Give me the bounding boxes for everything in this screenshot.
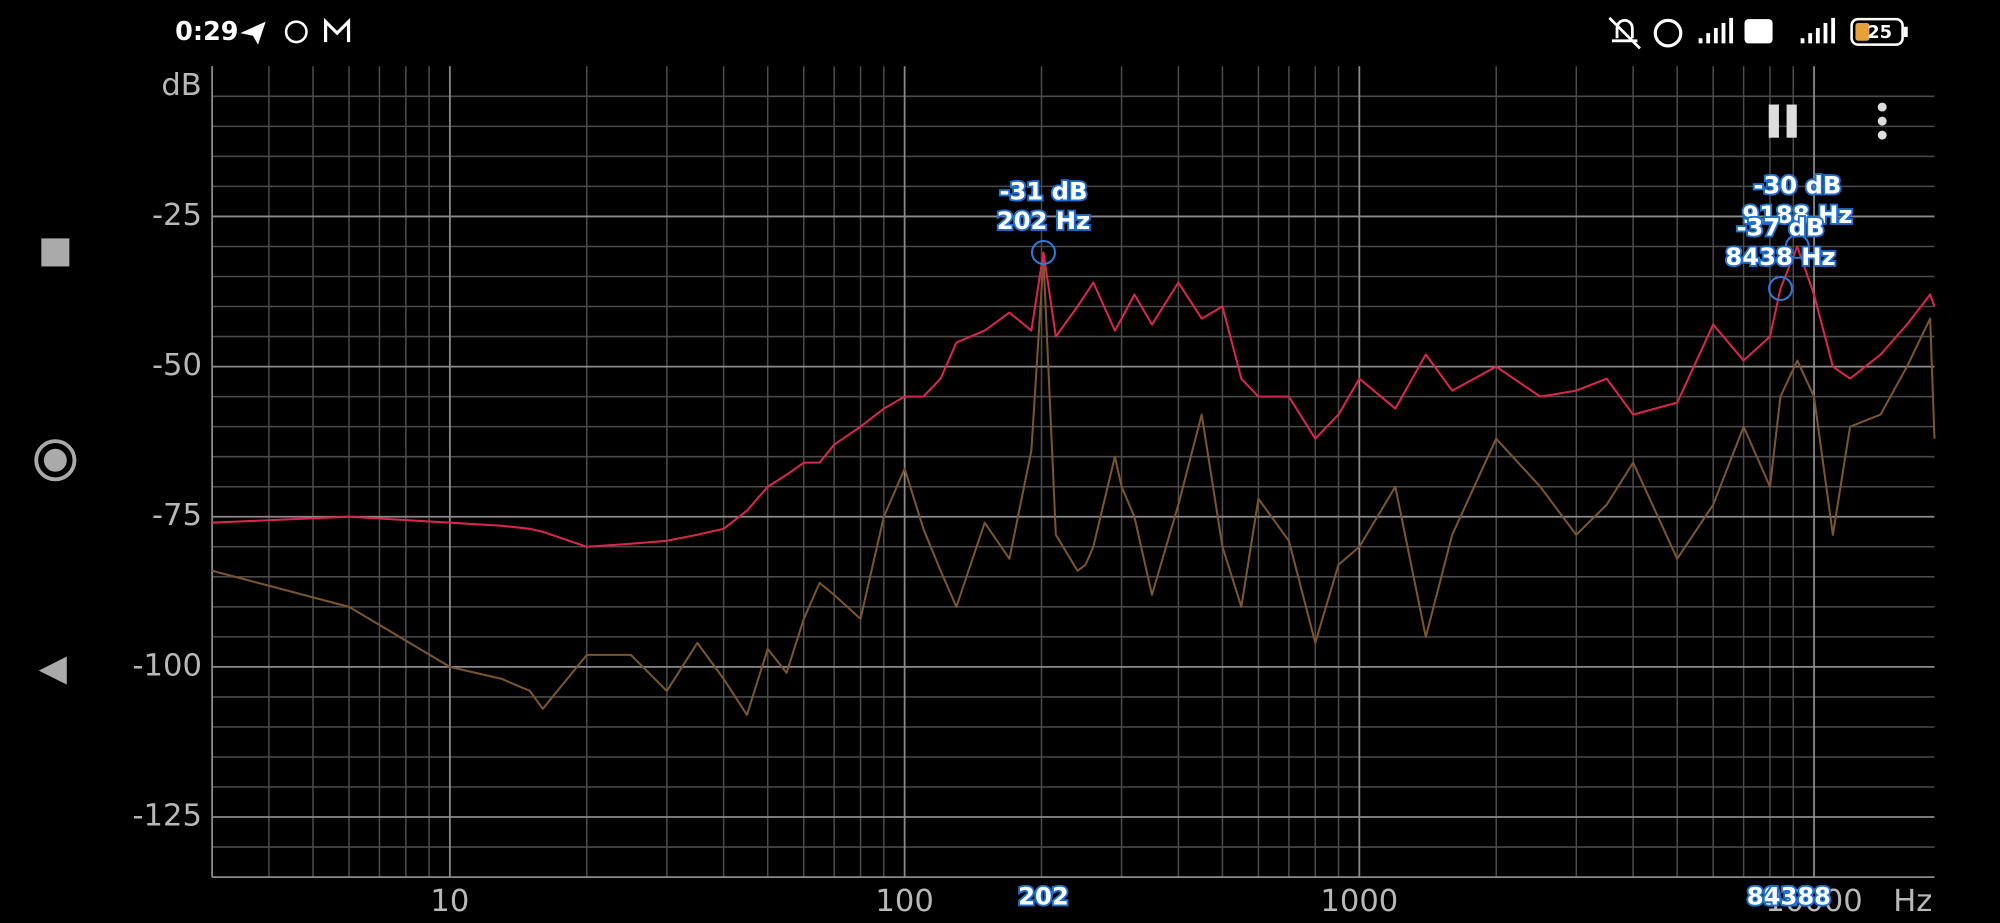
- peak-hz-label: 202 Hz: [997, 207, 1090, 235]
- y-axis-label: dB: [161, 68, 201, 103]
- peak-db-label: -37 dB: [1737, 214, 1825, 242]
- plot: -25 -50 -75 -100 -125 10 100 1000 10000 Hz dB -31 d…: [133, 66, 1936, 919]
- y-tick-label: -75: [152, 498, 202, 533]
- pause-button[interactable]: [1768, 104, 1797, 138]
- y-tick-label: -100: [133, 648, 202, 683]
- peak-axis-label: 8438: [1747, 883, 1814, 911]
- mail-icon: [324, 17, 351, 43]
- app-icon: [284, 20, 308, 44]
- clock: 0:29: [175, 17, 238, 47]
- y-tick-label: -25: [152, 198, 202, 233]
- peak-hz-label: 9188 Hz: [1742, 201, 1852, 229]
- peak-axis-label: 9188: [1764, 883, 1831, 911]
- spectrum-line: [211, 257, 1936, 716]
- battery-text: 25: [1867, 22, 1892, 43]
- peak-marker: [1768, 276, 1794, 302]
- peak-axis-label: 202: [1018, 883, 1069, 911]
- nav-back[interactable]: [38, 656, 67, 685]
- nav-home-dot: [43, 448, 67, 472]
- x-tick-label: 1000: [1320, 884, 1398, 919]
- nav-home[interactable]: [34, 439, 77, 482]
- x-axis-label: Hz: [1893, 884, 1932, 919]
- spectrum-line: [212, 245, 1936, 548]
- mute-icon: [1608, 16, 1641, 50]
- peak-db-label: -30 dB: [1753, 172, 1841, 200]
- peak-marker: [1784, 233, 1810, 259]
- peak-hz-label: 8438 Hz: [1725, 243, 1835, 271]
- y-tick-label: -125: [133, 799, 202, 834]
- x-tick-label: 10: [430, 884, 469, 919]
- nav-recents[interactable]: [41, 238, 70, 267]
- peak-marker: [1030, 239, 1056, 265]
- battery-tip: [1903, 26, 1908, 37]
- peak-db-label: -31 dB: [999, 178, 1087, 206]
- battery-frame: [1850, 17, 1904, 46]
- y-tick-label: -50: [152, 348, 202, 383]
- signal-icons: [1698, 17, 1836, 44]
- battery-level: [1855, 22, 1870, 41]
- alarm-icon: [1653, 18, 1683, 48]
- x-tick-label: 100: [875, 884, 933, 919]
- menu-button[interactable]: [1877, 102, 1887, 140]
- x-tick-label: 10000: [1765, 884, 1862, 919]
- telegram-icon: [240, 21, 266, 45]
